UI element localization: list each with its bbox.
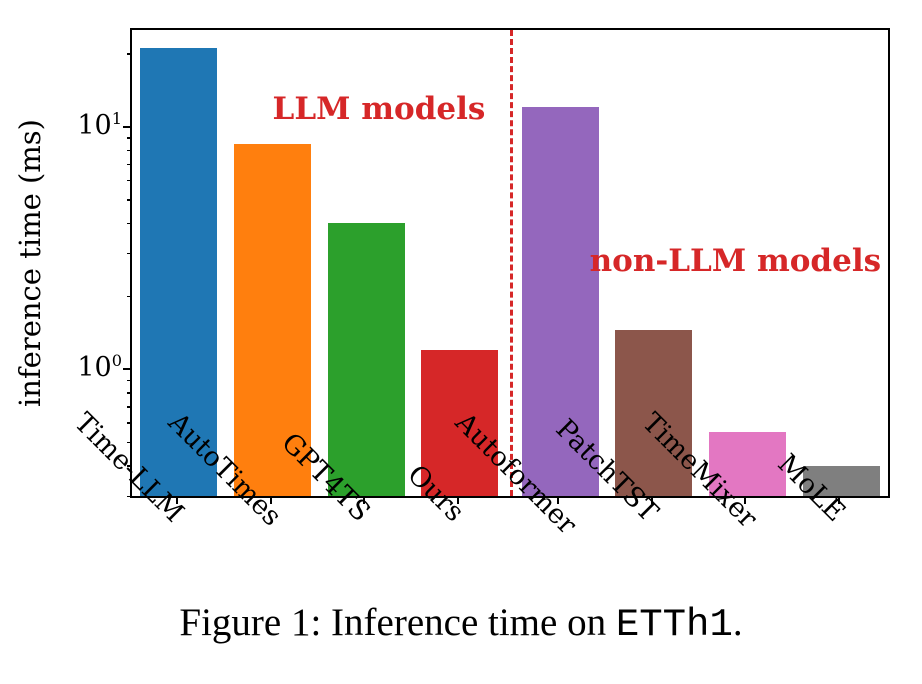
y-tick-major (123, 126, 132, 128)
annotation-llm-models: LLM models (273, 91, 486, 127)
annotation-non-llm-models: non-LLM models (590, 243, 881, 279)
y-tick-minor (127, 253, 132, 255)
y-tick-minor (127, 392, 132, 394)
caption-prefix: Figure 1: Inference time on (179, 601, 615, 644)
y-tick-minor (127, 180, 132, 182)
figure-container: inference time (ms) LLM models non-LLM mo… (0, 0, 922, 684)
caption-suffix: . (733, 601, 743, 644)
y-tick-minor (127, 199, 132, 201)
y-tick-minor (127, 164, 132, 166)
y-tick-minor (127, 406, 132, 408)
group-divider (510, 30, 513, 496)
y-tick-label: 100 (77, 351, 122, 383)
figure-caption: Figure 1: Inference time on ETTh1. (0, 600, 922, 647)
plot-area: LLM models non-LLM models (130, 28, 890, 498)
y-tick-minor (127, 296, 132, 298)
y-tick-major (123, 368, 132, 370)
chart-outer: inference time (ms) LLM models non-LLM mo… (10, 8, 912, 583)
y-tick-label: 101 (77, 109, 122, 141)
y-axis-label: inference time (ms) (10, 28, 50, 498)
y-tick-minor (127, 496, 132, 498)
caption-dataset: ETTh1 (616, 603, 733, 647)
y-tick-minor (127, 137, 132, 139)
y-tick-minor (127, 422, 132, 424)
y-tick-minor (127, 442, 132, 444)
y-tick-minor (127, 380, 132, 382)
y-tick-minor (127, 53, 132, 55)
y-tick-minor (127, 223, 132, 225)
y-tick-minor (127, 150, 132, 152)
